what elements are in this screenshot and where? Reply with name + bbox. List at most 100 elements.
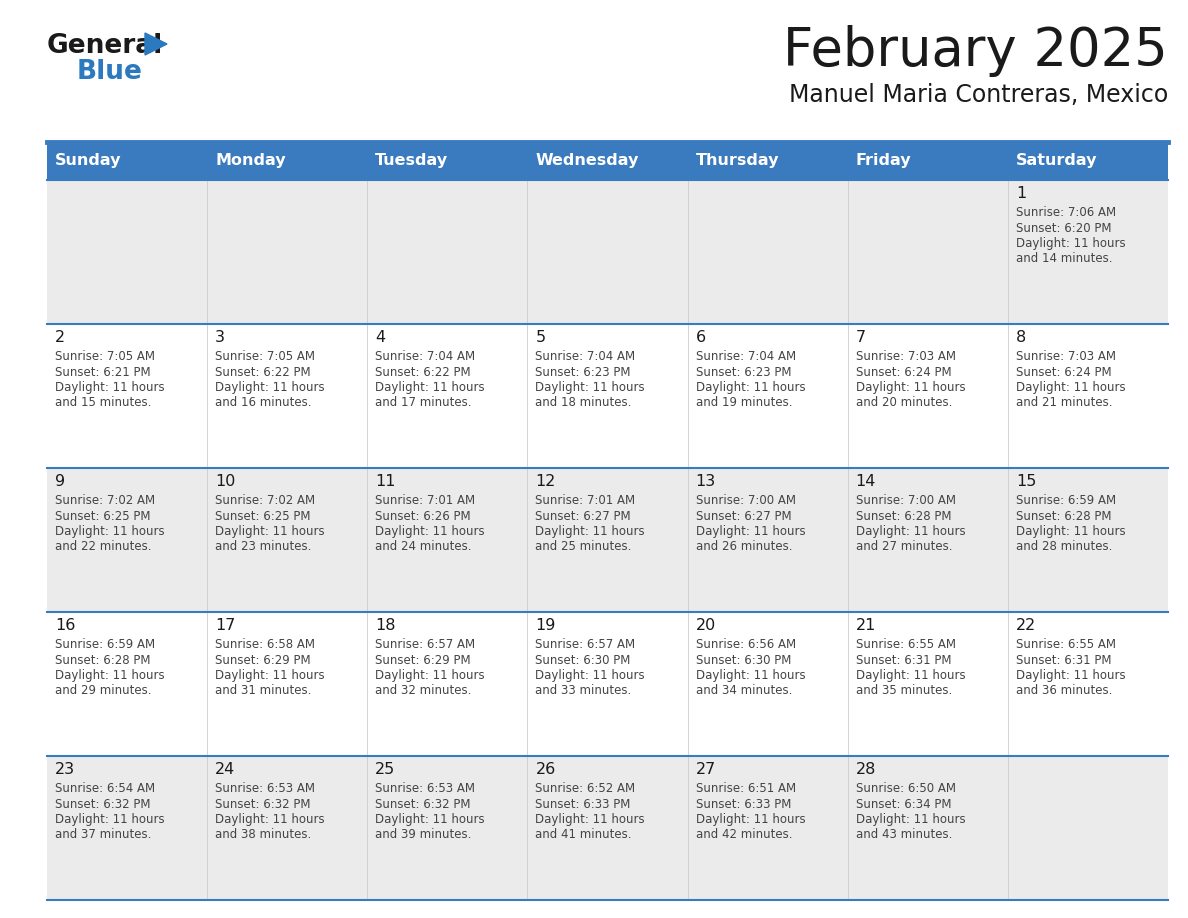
Bar [48,180,1168,324]
Text: Sunset: 6:25 PM: Sunset: 6:25 PM [215,509,310,522]
Text: 26: 26 [536,762,556,777]
Text: and 34 minutes.: and 34 minutes. [695,685,792,698]
Text: and 20 minutes.: and 20 minutes. [855,397,952,409]
Text: Sunset: 6:30 PM: Sunset: 6:30 PM [695,654,791,666]
Text: and 27 minutes.: and 27 minutes. [855,541,953,554]
Text: Daylight: 11 hours: Daylight: 11 hours [375,381,485,394]
Text: Sunrise: 6:52 AM: Sunrise: 6:52 AM [536,782,636,795]
Text: General: General [48,33,163,59]
Text: Daylight: 11 hours: Daylight: 11 hours [1016,381,1125,394]
Text: and 29 minutes.: and 29 minutes. [55,685,152,698]
Text: 15: 15 [1016,474,1036,489]
Text: Daylight: 11 hours: Daylight: 11 hours [55,813,165,826]
Text: Daylight: 11 hours: Daylight: 11 hours [215,525,324,538]
Text: and 33 minutes.: and 33 minutes. [536,685,632,698]
Text: Daylight: 11 hours: Daylight: 11 hours [55,669,165,682]
Text: Daylight: 11 hours: Daylight: 11 hours [55,525,165,538]
Text: Sunrise: 6:59 AM: Sunrise: 6:59 AM [55,638,156,651]
Text: and 42 minutes.: and 42 minutes. [695,829,792,842]
Text: Sunset: 6:26 PM: Sunset: 6:26 PM [375,509,470,522]
Text: Sunset: 6:25 PM: Sunset: 6:25 PM [55,509,151,522]
Text: Sunrise: 7:01 AM: Sunrise: 7:01 AM [375,494,475,507]
Text: Sunrise: 6:55 AM: Sunrise: 6:55 AM [1016,638,1116,651]
Text: Sunset: 6:28 PM: Sunset: 6:28 PM [55,654,151,666]
Text: and 35 minutes.: and 35 minutes. [855,685,952,698]
Text: Daylight: 11 hours: Daylight: 11 hours [536,813,645,826]
Text: Sunset: 6:20 PM: Sunset: 6:20 PM [1016,221,1111,234]
Text: Daylight: 11 hours: Daylight: 11 hours [855,525,966,538]
Text: Sunrise: 6:51 AM: Sunrise: 6:51 AM [695,782,796,795]
Text: Wednesday: Wednesday [536,153,639,169]
Text: Sunset: 6:28 PM: Sunset: 6:28 PM [1016,509,1111,522]
Text: Daylight: 11 hours: Daylight: 11 hours [375,669,485,682]
Bar [48,142,1168,180]
Text: Sunset: 6:34 PM: Sunset: 6:34 PM [855,798,952,811]
Text: Sunset: 6:31 PM: Sunset: 6:31 PM [1016,654,1111,666]
Text: Sunset: 6:27 PM: Sunset: 6:27 PM [536,509,631,522]
Text: and 21 minutes.: and 21 minutes. [1016,397,1112,409]
Text: Sunset: 6:32 PM: Sunset: 6:32 PM [215,798,310,811]
Text: and 32 minutes.: and 32 minutes. [375,685,472,698]
Text: 11: 11 [375,474,396,489]
Text: 18: 18 [375,618,396,633]
Text: Daylight: 11 hours: Daylight: 11 hours [536,525,645,538]
Text: Sunset: 6:29 PM: Sunset: 6:29 PM [215,654,311,666]
Text: Sunset: 6:32 PM: Sunset: 6:32 PM [55,798,151,811]
Text: Sunset: 6:22 PM: Sunset: 6:22 PM [375,365,470,378]
Text: 27: 27 [695,762,716,777]
Text: and 18 minutes.: and 18 minutes. [536,397,632,409]
Text: and 39 minutes.: and 39 minutes. [375,829,472,842]
Text: Sunrise: 6:56 AM: Sunrise: 6:56 AM [695,638,796,651]
Text: Sunset: 6:29 PM: Sunset: 6:29 PM [375,654,470,666]
Text: Sunrise: 7:00 AM: Sunrise: 7:00 AM [695,494,796,507]
Text: 19: 19 [536,618,556,633]
Text: 16: 16 [55,618,75,633]
Text: Sunset: 6:27 PM: Sunset: 6:27 PM [695,509,791,522]
Text: Thursday: Thursday [695,153,779,169]
Text: Sunrise: 7:02 AM: Sunrise: 7:02 AM [55,494,156,507]
Text: Sunset: 6:28 PM: Sunset: 6:28 PM [855,509,952,522]
Bar [48,468,1168,612]
Text: Sunrise: 7:04 AM: Sunrise: 7:04 AM [536,350,636,363]
Text: 12: 12 [536,474,556,489]
Text: Blue: Blue [77,59,143,85]
Bar [48,756,1168,900]
Text: and 17 minutes.: and 17 minutes. [375,397,472,409]
Text: Sunrise: 6:59 AM: Sunrise: 6:59 AM [1016,494,1116,507]
Text: Friday: Friday [855,153,911,169]
Text: 1: 1 [1016,186,1026,201]
Text: and 24 minutes.: and 24 minutes. [375,541,472,554]
Text: Sunset: 6:32 PM: Sunset: 6:32 PM [375,798,470,811]
Text: Sunset: 6:22 PM: Sunset: 6:22 PM [215,365,311,378]
Text: and 23 minutes.: and 23 minutes. [215,541,311,554]
Text: Daylight: 11 hours: Daylight: 11 hours [1016,237,1125,250]
Text: Sunrise: 6:54 AM: Sunrise: 6:54 AM [55,782,156,795]
Text: 13: 13 [695,474,716,489]
Text: Sunset: 6:31 PM: Sunset: 6:31 PM [855,654,952,666]
Text: Manuel Maria Contreras, Mexico: Manuel Maria Contreras, Mexico [789,83,1168,107]
Text: Sunrise: 6:55 AM: Sunrise: 6:55 AM [855,638,955,651]
Text: Sunset: 6:24 PM: Sunset: 6:24 PM [855,365,952,378]
Text: 6: 6 [695,330,706,345]
Text: Sunset: 6:23 PM: Sunset: 6:23 PM [695,365,791,378]
Text: Sunrise: 6:53 AM: Sunrise: 6:53 AM [375,782,475,795]
Text: Sunset: 6:21 PM: Sunset: 6:21 PM [55,365,151,378]
Text: Daylight: 11 hours: Daylight: 11 hours [215,669,324,682]
Text: 10: 10 [215,474,235,489]
Text: Sunset: 6:24 PM: Sunset: 6:24 PM [1016,365,1112,378]
Text: Daylight: 11 hours: Daylight: 11 hours [1016,525,1125,538]
Text: Daylight: 11 hours: Daylight: 11 hours [855,813,966,826]
Text: Daylight: 11 hours: Daylight: 11 hours [55,381,165,394]
Text: and 41 minutes.: and 41 minutes. [536,829,632,842]
Text: Daylight: 11 hours: Daylight: 11 hours [375,813,485,826]
Text: Sunrise: 7:06 AM: Sunrise: 7:06 AM [1016,206,1116,219]
Text: 25: 25 [375,762,396,777]
Bar [48,612,1168,756]
Text: and 26 minutes.: and 26 minutes. [695,541,792,554]
Text: Sunrise: 7:04 AM: Sunrise: 7:04 AM [695,350,796,363]
Text: and 31 minutes.: and 31 minutes. [215,685,311,698]
Text: Daylight: 11 hours: Daylight: 11 hours [695,525,805,538]
Text: and 37 minutes.: and 37 minutes. [55,829,151,842]
Text: Sunrise: 7:00 AM: Sunrise: 7:00 AM [855,494,955,507]
Text: and 16 minutes.: and 16 minutes. [215,397,311,409]
